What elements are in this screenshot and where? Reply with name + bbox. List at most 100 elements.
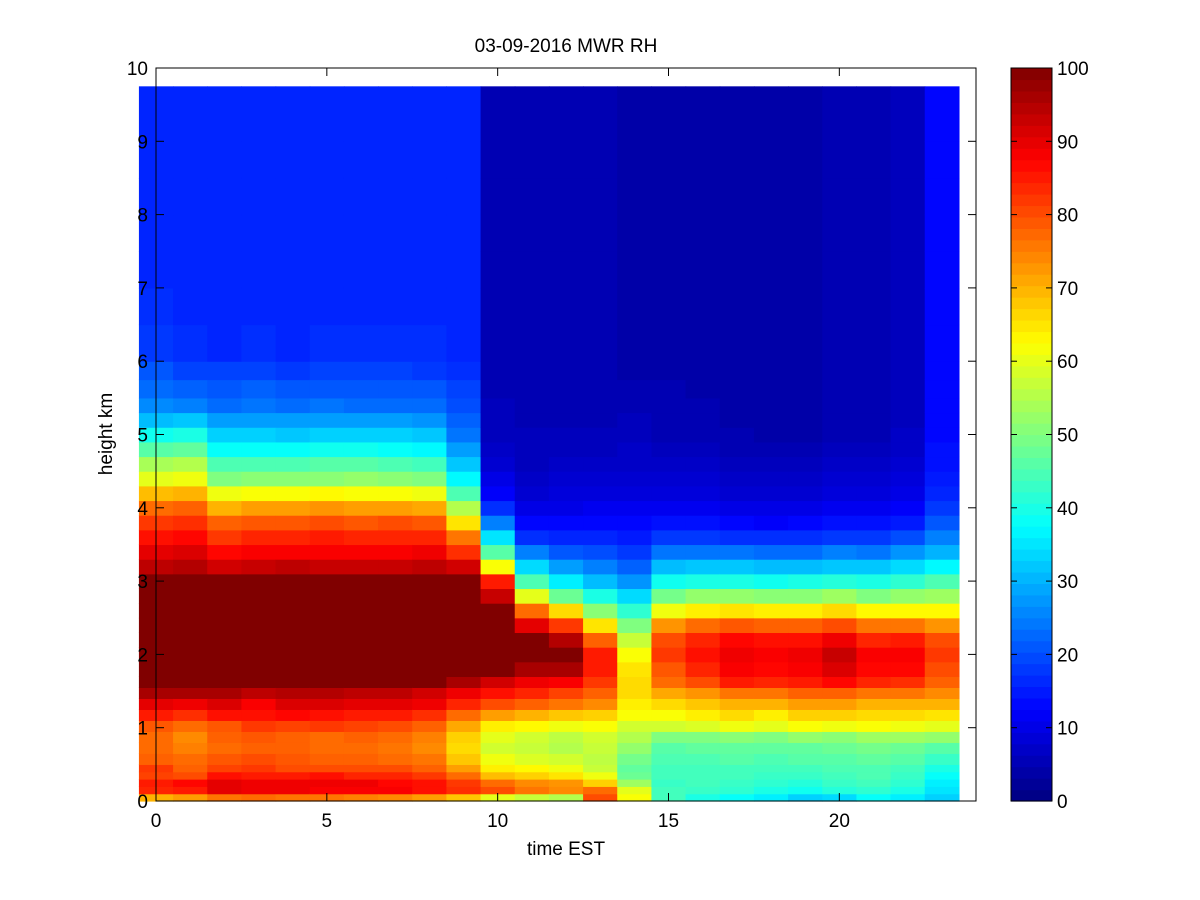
heatmap-cell — [480, 324, 516, 362]
heatmap-cell — [617, 397, 653, 414]
colorbar-segment — [1011, 228, 1052, 241]
heatmap-cell — [548, 529, 584, 546]
heatmap-cell — [583, 427, 618, 443]
heatmap-cell — [719, 441, 755, 458]
heatmap-cell — [856, 86, 892, 142]
heatmap-cell — [685, 753, 721, 765]
heatmap-cell — [412, 529, 448, 546]
heatmap-cell — [412, 753, 448, 765]
heatmap-cell — [651, 141, 687, 179]
heatmap-cell — [924, 661, 960, 677]
heatmap-cell — [788, 786, 823, 795]
heatmap-cell — [788, 529, 823, 546]
heatmap-cell — [514, 456, 550, 472]
heatmap-cell — [309, 786, 345, 795]
heatmap-cell — [207, 287, 243, 326]
heatmap-cell — [173, 559, 208, 575]
heatmap-cell — [412, 771, 448, 780]
heatmap-cell — [343, 441, 379, 458]
heatmap-cell — [446, 529, 482, 546]
heatmap-cell — [412, 786, 448, 795]
heatmap-cell — [753, 379, 789, 399]
heatmap-cell — [685, 731, 721, 743]
heatmap-cell — [378, 412, 413, 428]
x-tick-label: 0 — [151, 811, 162, 832]
heatmap-cell — [583, 515, 618, 531]
x-axis-label: time EST — [527, 839, 606, 860]
heatmap-cell — [173, 544, 208, 560]
heatmap-cell — [617, 793, 653, 802]
heatmap-cell — [719, 559, 755, 575]
heatmap-cell — [685, 720, 721, 732]
heatmap-cell — [412, 632, 448, 648]
heatmap-cell — [822, 771, 858, 780]
y-tick-label: 9 — [137, 132, 148, 153]
heatmap-cell — [548, 361, 584, 381]
heatmap-cell — [309, 141, 345, 179]
heatmap-cell — [753, 771, 789, 780]
heatmap-cell — [685, 177, 721, 216]
heatmap-cell — [378, 786, 413, 795]
heatmap-cell — [924, 559, 960, 575]
colorbar-segment — [1011, 308, 1052, 321]
heatmap-cell — [685, 251, 721, 289]
heatmap-cell — [822, 500, 858, 516]
heatmap-cell — [207, 500, 243, 516]
heatmap-cell — [378, 771, 413, 780]
heatmap-cell — [446, 709, 482, 721]
heatmap-cell — [309, 287, 345, 326]
heatmap-cell — [651, 661, 687, 677]
heatmap-cell — [788, 379, 823, 399]
heatmap-cell — [275, 214, 311, 252]
heatmap-cell — [480, 412, 516, 428]
heatmap-cell — [856, 676, 892, 688]
heatmap-cell — [480, 753, 516, 765]
heatmap-cell — [617, 698, 653, 710]
heatmap-cell — [412, 617, 448, 634]
heatmap-cell — [788, 559, 823, 575]
heatmap-cell — [856, 779, 892, 787]
heatmap-cell — [446, 177, 482, 216]
heatmap-cell — [856, 647, 892, 663]
heatmap-cell — [685, 471, 721, 487]
heatmap-cell — [480, 764, 516, 773]
heatmap-cell — [788, 397, 823, 414]
heatmap-cell — [275, 287, 311, 326]
heatmap-cell — [207, 573, 243, 590]
heatmap-cell — [890, 397, 926, 414]
heatmap-cell — [822, 559, 858, 575]
heatmap-cell — [548, 779, 584, 787]
heatmap-cell — [173, 720, 208, 732]
heatmap-cell — [446, 588, 482, 604]
heatmap-cell — [856, 720, 892, 732]
colorbar-segment — [1011, 526, 1052, 539]
heatmap-cell — [446, 731, 482, 743]
heatmap-cell — [173, 573, 208, 590]
heatmap-cell — [788, 141, 823, 179]
heatmap-cell — [685, 324, 721, 362]
heatmap-cell — [617, 588, 653, 604]
heatmap-cell — [685, 544, 721, 560]
heatmap-cell — [685, 771, 721, 780]
heatmap-cell — [241, 742, 277, 754]
heatmap-cell — [378, 361, 413, 381]
heatmap-cell — [753, 412, 789, 428]
heatmap-cell — [924, 361, 960, 381]
heatmap-cell — [275, 742, 311, 754]
heatmap-cell — [788, 324, 823, 362]
heatmap-cell — [753, 779, 789, 787]
heatmap-cell — [617, 500, 653, 516]
heatmap-cell — [548, 661, 584, 677]
heatmap-cell — [548, 731, 584, 743]
heatmap-cell — [856, 485, 892, 502]
heatmap-cell — [446, 687, 482, 699]
heatmap-cell — [685, 573, 721, 590]
heatmap-cell — [617, 141, 653, 179]
heatmap-cell — [378, 397, 413, 414]
heatmap-cell — [378, 742, 413, 754]
heatmap-cell — [924, 441, 960, 458]
heatmap-cell — [343, 544, 379, 560]
colorbar-tick-label: 80 — [1057, 206, 1078, 227]
heatmap-cell — [378, 500, 413, 516]
heatmap-cell — [788, 720, 823, 732]
